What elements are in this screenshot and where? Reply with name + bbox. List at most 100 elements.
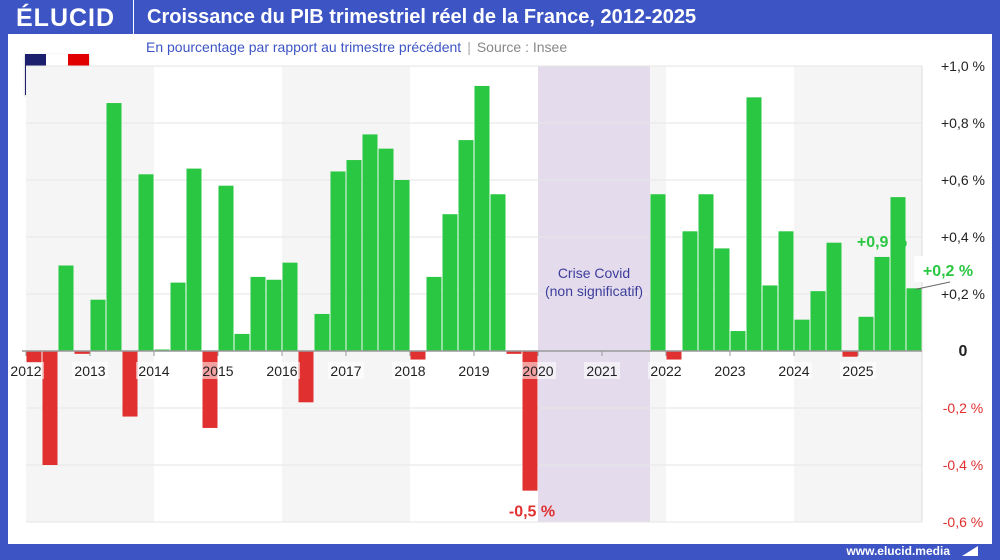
year-label: 2014 <box>138 363 169 379</box>
year-label: 2025 <box>842 363 873 379</box>
bar-2021-T4 <box>650 194 666 351</box>
year-label-bg <box>392 362 428 379</box>
bar-2012-T3 <box>58 265 74 351</box>
footer-url[interactable]: www.elucid.media <box>846 544 950 558</box>
bar-2012-T4 <box>74 351 90 354</box>
year-label-bg <box>136 362 172 379</box>
bar-2018-T4 <box>458 140 474 351</box>
bar-2019-T4 <box>522 351 538 491</box>
y-tick-label: +0,8 % <box>941 115 985 131</box>
bar-2014-T3 <box>186 168 202 351</box>
y-tick-label: 0 <box>959 343 968 360</box>
bar-2017-T2 <box>362 134 378 351</box>
bar-2019-T2 <box>490 194 506 351</box>
year-label: 2012 <box>10 363 41 379</box>
year-label-bg <box>8 362 44 379</box>
annotation-label: +0,2 % <box>923 263 973 280</box>
year-label: 2023 <box>714 363 745 379</box>
y-tick-label: +1,0 % <box>941 58 985 74</box>
bar-2023-T3 <box>762 285 778 351</box>
year-label: 2013 <box>74 363 105 379</box>
bar-2017-T4 <box>394 180 410 351</box>
year-label-bg <box>520 362 556 379</box>
year-label-bg <box>584 362 620 379</box>
year-label: 2018 <box>394 363 425 379</box>
bar-2025-T2 <box>874 256 890 351</box>
year-label-bg <box>456 362 492 379</box>
year-label-bg <box>72 362 108 379</box>
header-bar: ÉLUCID Croissance du PIB trimestriel rée… <box>0 0 1000 36</box>
bar-2012-T2 <box>42 351 58 465</box>
bar-2018-T1 <box>410 351 426 360</box>
annotation-label: -0,5 % <box>509 504 555 521</box>
bar-2022-T4 <box>714 248 730 351</box>
bar-2018-T2 <box>426 276 442 351</box>
bar-2023-T1 <box>730 331 746 351</box>
bar-2013-T1 <box>90 299 106 351</box>
year-label: 2017 <box>330 363 361 379</box>
year-label: 2021 <box>586 363 617 379</box>
source-text: Source : Insee <box>476 39 568 55</box>
bar-2016-T2 <box>298 351 314 403</box>
elucid-logo: ÉLUCID <box>16 4 116 32</box>
subtitle-text: En pourcentage par rapport au trimestre … <box>146 39 462 55</box>
bar-2024-T2 <box>810 291 826 351</box>
chart-title: Croissance du PIB trimestriel réel de la… <box>147 6 697 28</box>
y-tick-label: -0,4 % <box>943 457 983 473</box>
bar-2015-T3 <box>250 276 266 351</box>
bar-2022-T3 <box>698 194 714 351</box>
bar-2016-T3 <box>314 313 330 351</box>
bar-2019-T3 <box>506 351 522 354</box>
year-label: 2022 <box>650 363 681 379</box>
bar-2022-T2 <box>682 231 698 351</box>
year-label-bg <box>648 362 684 379</box>
annotation-leader-line <box>915 281 951 290</box>
bar-2016-T4 <box>330 171 346 351</box>
y-tick-label: -0,2 % <box>943 400 983 416</box>
bar-2019-T1 <box>474 85 490 351</box>
covid-label-note: (non significatif) <box>545 283 643 299</box>
y-tick-label: -0,6 % <box>943 514 983 530</box>
bar-2015-T4 <box>266 279 282 351</box>
year-label: 2016 <box>266 363 297 379</box>
bar-2017-T1 <box>346 160 362 351</box>
year-label-bg <box>328 362 364 379</box>
year-label-bg <box>712 362 748 379</box>
chart-subtitle: En pourcentage par rapport au trimestre … <box>146 39 567 55</box>
subtitle-separator: | <box>467 39 471 55</box>
year-label: 2015 <box>202 363 233 379</box>
bar-2012-T1 <box>26 351 42 363</box>
bar-2013-T3 <box>122 351 138 417</box>
covid-label: Crise Covid <box>558 265 630 281</box>
y-tick-label: +0,2 % <box>941 286 985 302</box>
bar-2024-T1 <box>794 319 810 351</box>
bar-2023-T4 <box>778 231 794 351</box>
year-label: 2019 <box>458 363 489 379</box>
annotation-label: +0,9 % <box>857 234 907 251</box>
y-tick-label: +0,6 % <box>941 172 985 188</box>
bar-2022-T1 <box>666 351 682 360</box>
elucid-mark-icon <box>962 546 978 556</box>
bar-2025-T3 <box>890 197 906 351</box>
bar-2025-T4 <box>906 288 922 351</box>
bar-2013-T2 <box>106 103 122 351</box>
year-label-bg <box>264 362 300 379</box>
bar-2025-T1 <box>858 316 874 351</box>
header-divider <box>133 0 134 36</box>
bar-2024-T4 <box>842 351 858 357</box>
bar-2015-T2 <box>234 333 250 351</box>
bar-2014-T2 <box>170 282 186 351</box>
bar-2018-T3 <box>442 214 458 351</box>
annotation-bg <box>914 256 980 282</box>
bar-2015-T1 <box>218 185 234 351</box>
bar-2016-T1 <box>282 262 298 351</box>
year-label: 2024 <box>778 363 809 379</box>
y-tick-label: +0,4 % <box>941 229 985 245</box>
year-label-bg <box>200 362 236 379</box>
bar-2024-T3 <box>826 242 842 351</box>
bar-2013-T4 <box>138 174 154 351</box>
year-label-bg <box>840 362 876 379</box>
bar-2017-T3 <box>378 148 394 351</box>
year-label: 2020 <box>522 363 553 379</box>
